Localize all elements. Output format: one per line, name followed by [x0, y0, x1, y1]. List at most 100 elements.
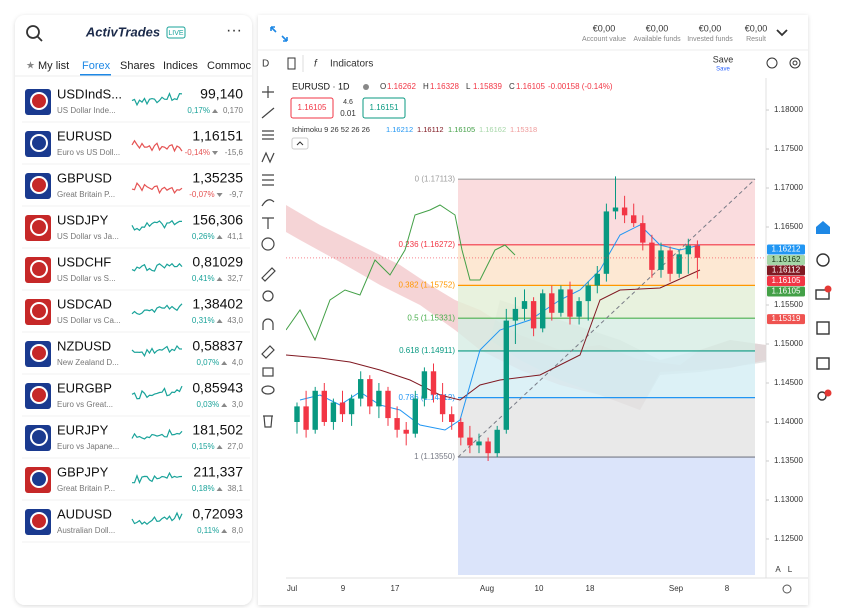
ichimoku-value: 1.16105: [448, 125, 475, 134]
candles-icon[interactable]: [287, 57, 296, 70]
symbol: EURUSD: [57, 128, 112, 143]
time-settings[interactable]: [782, 584, 792, 594]
tool-channel[interactable]: [262, 130, 274, 140]
flag: [32, 388, 46, 402]
tab[interactable]: Shares: [120, 60, 155, 72]
symbol: NZDUSD: [57, 338, 111, 353]
candle-body: [348, 398, 355, 415]
tool-brush[interactable]: [261, 199, 275, 207]
tool-crosshair[interactable]: [262, 86, 274, 98]
change: 4,0: [232, 358, 244, 367]
change-arrow: [216, 193, 223, 197]
legend-dot: [363, 84, 369, 90]
settings-icon[interactable]: [789, 57, 801, 69]
tool-magnet[interactable]: [262, 318, 274, 330]
menu-icon[interactable]: ···: [226, 22, 242, 39]
search-icon[interactable]: [26, 25, 40, 39]
candle-body: [594, 273, 600, 286]
y-tick-label: 1.13500: [774, 456, 803, 465]
watchlist-row[interactable]: USDIndS... US Dollar Inde... 99,140 0,170 0,…: [22, 86, 250, 123]
fib-label: 0.5 (1.15331): [407, 313, 455, 322]
expand-icon[interactable]: [270, 26, 288, 42]
live-badge-text: LIVE: [168, 30, 184, 37]
zoom-icon[interactable]: [766, 57, 778, 69]
change: 43,0: [227, 316, 243, 325]
fib-label: 0.236 (1.16272): [399, 240, 456, 249]
tab[interactable]: Commoc: [207, 60, 252, 72]
ohlc-key: H: [423, 82, 429, 91]
flag: [32, 136, 46, 150]
price: 0,81029: [192, 254, 243, 270]
candle-body: [294, 406, 300, 422]
profile-icon[interactable]: [817, 391, 827, 401]
tool-lock[interactable]: [262, 367, 274, 377]
candle-body: [303, 406, 309, 430]
symbol: EURGBP: [57, 380, 112, 395]
tool-text[interactable]: [262, 217, 274, 229]
sparkline: [131, 303, 183, 316]
change: 0,170: [223, 106, 244, 115]
sell-box[interactable]: [290, 97, 334, 119]
change: 41,1: [227, 232, 243, 241]
search-icon: [36, 35, 43, 42]
tool-fib[interactable]: [262, 174, 274, 186]
account-toggle[interactable]: [776, 29, 788, 37]
scale-button[interactable]: A: [775, 565, 781, 574]
watchlist-row[interactable]: EURGBP Euro vs Great... 0,85943 3,0 0,03%: [22, 380, 250, 417]
indicators-button[interactable]: Indicators: [330, 59, 373, 70]
tab[interactable]: Indices: [163, 60, 198, 72]
watchlist-row[interactable]: USDJPY US Dollar vs Ja... 156,306 41,1 0,26%: [22, 212, 250, 249]
scale-button[interactable]: L: [788, 565, 793, 574]
interval[interactable]: D: [262, 59, 269, 70]
desc: Great Britain P...: [57, 484, 115, 493]
watchlist-row[interactable]: GBPJPY Great Britain P... 211,337 38,1 0,18%: [22, 464, 250, 501]
ohlc-value: 1.15839: [473, 82, 502, 91]
tool-ruler[interactable]: [261, 267, 276, 282]
tool-line[interactable]: [261, 107, 275, 119]
candle-body: [421, 371, 428, 399]
watchlist-row[interactable]: USDCHF US Dollar vs S... 0,81029 32,7 0,41%: [22, 254, 250, 291]
mail-icon[interactable]: [815, 289, 830, 300]
candle-body: [403, 429, 409, 434]
ichimoku-value: 1.16212: [386, 125, 413, 134]
tool-zoom[interactable]: [262, 290, 274, 302]
watchlist-row[interactable]: NZDUSD New Zealand D... 0,58837 4,0 0,07%: [22, 338, 250, 375]
clock-icon[interactable]: [816, 253, 830, 267]
tool-trash[interactable]: [263, 415, 273, 428]
collapse-button[interactable]: [291, 137, 309, 150]
save-sub: Save: [716, 67, 730, 73]
price-tag-label: 1.16105: [772, 276, 801, 285]
candle-body: [385, 390, 391, 419]
sparkline: [131, 182, 183, 195]
star-icon: ★: [26, 61, 35, 72]
calendar-icon[interactable]: [816, 357, 830, 370]
pct: 0,15%: [192, 442, 215, 451]
flag: [32, 430, 46, 444]
fib-label: 0.618 (1.14911): [399, 346, 455, 355]
price-tag-label: 1.16162: [772, 255, 801, 264]
x-tick-label: 17: [391, 584, 400, 593]
change: 8,0: [232, 526, 244, 535]
fib-zone: [458, 397, 755, 458]
buy-box[interactable]: [362, 97, 406, 119]
watchlist-row[interactable]: EURUSD Euro vs US Doll... 1,16151 -15,6 -0,1…: [22, 128, 250, 165]
tool-emoji[interactable]: [261, 237, 275, 251]
tool-eye[interactable]: [261, 385, 275, 395]
x-tick-label: Aug: [480, 584, 494, 593]
tab[interactable]: Forex: [82, 60, 111, 72]
tool-pattern[interactable]: [261, 151, 275, 164]
tool-lock-draw[interactable]: [261, 345, 275, 359]
home-icon[interactable]: [816, 221, 830, 234]
candle-body: [476, 441, 482, 446]
watchlist-row[interactable]: EURJPY Euro vs Japane... 181,502 27,0 0,15%: [22, 422, 250, 459]
flag: [32, 94, 46, 108]
desc: US Dollar vs S...: [57, 274, 116, 283]
desc: US Dollar vs Ca...: [57, 316, 121, 325]
price: 1,35235: [192, 170, 243, 186]
save-button[interactable]: Save: [713, 54, 734, 64]
watchlist-row[interactable]: AUDUSD Australian Doll... 0,72093 8,0 0,11%: [22, 506, 250, 543]
watchlist-row[interactable]: USDCAD US Dollar vs Ca... 1,38402 43,0 0,31%: [22, 296, 250, 333]
watchlist-row[interactable]: GBPUSD Great Britain P... 1,35235 -9,7 -0,07…: [22, 170, 250, 207]
tab[interactable]: My list: [38, 60, 69, 72]
news-icon[interactable]: [816, 321, 830, 335]
